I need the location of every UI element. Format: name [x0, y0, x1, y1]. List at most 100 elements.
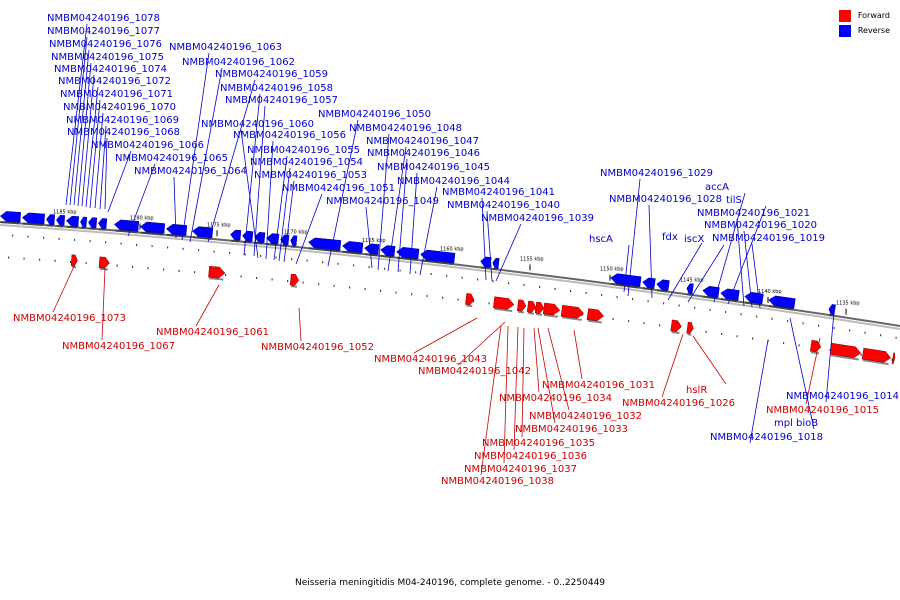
leader-line [77, 62, 92, 207]
leader-line [503, 325, 509, 464]
reverse-gene-group [768, 295, 796, 311]
gene-shadow [720, 298, 737, 303]
reverse-gene-arrow [768, 295, 796, 309]
reverse-gene-arrow [56, 214, 66, 226]
gene-shadow [543, 314, 559, 318]
leader-line [94, 112, 104, 209]
minor-tick-mark [802, 322, 804, 325]
reverse-gene-arrow [140, 221, 166, 234]
reverse-gene-arrow [364, 243, 380, 255]
minor-tick-mark [488, 302, 490, 305]
minor-tick-mark [225, 274, 227, 277]
leader-line [413, 317, 478, 354]
forward-gene-label: NMBM04240196_1061 [156, 327, 269, 338]
minor-tick-mark [271, 278, 273, 281]
gene-shadow [480, 266, 490, 270]
leader-line [69, 36, 88, 206]
gene-shadow [80, 226, 86, 230]
minor-tick-mark [829, 349, 831, 352]
minor-tick-mark [182, 247, 184, 250]
tick-label: 1155 kbp [520, 256, 544, 262]
gene-shadow [0, 221, 20, 225]
reverse-gene-label: NMBM04240196_1041 [442, 187, 555, 198]
reverse-gene-arrow [656, 279, 670, 291]
leader-line [480, 325, 502, 476]
reverse-gene-group [686, 283, 694, 296]
forward-gene-label: hslR [686, 385, 707, 396]
leader-line [85, 86, 99, 208]
reverse-gene-group [420, 249, 456, 266]
minor-tick-mark [151, 245, 153, 248]
minor-tick-mark [601, 294, 603, 297]
gene-shadow [266, 243, 278, 247]
leader-line [101, 267, 106, 341]
minor-tick-mark [461, 276, 463, 279]
reverse-gene-arrow [744, 292, 764, 305]
reverse-gene-arrow [492, 257, 500, 269]
reverse-gene-label: NMBM04240196_1029 [600, 168, 713, 179]
forward-gene-group [891, 352, 896, 365]
forward-gene-arrow [526, 300, 537, 313]
leader-line [521, 327, 525, 438]
leader-line [283, 180, 295, 263]
reverse-gene-arrow [266, 233, 280, 245]
gene-shadow [492, 267, 498, 271]
reverse-gene-group [364, 243, 380, 257]
leader-line [278, 167, 291, 262]
forward-gene-label: NMBM04240196_1032 [529, 411, 642, 422]
reverse-gene-label: NMBM04240196_1039 [481, 213, 594, 224]
forward-gene-group [686, 321, 694, 336]
gene-shadow [66, 225, 78, 229]
tick-label: 1140 kbp [758, 289, 782, 295]
minor-tick-mark [256, 276, 258, 279]
minor-tick-mark [643, 322, 645, 325]
reverse-gene-group [290, 235, 298, 248]
gene-shadow [466, 304, 473, 308]
gene-shadow [88, 227, 96, 230]
minor-tick-mark [539, 286, 541, 289]
reverse-gene-arrow [280, 234, 290, 246]
gene-shadow [22, 222, 44, 226]
gene-shadow [56, 225, 64, 228]
gene-shadow [396, 256, 417, 261]
leader-line [457, 321, 506, 366]
minor-tick-mark [771, 317, 773, 320]
minor-tick-mark [260, 254, 262, 257]
reverse-gene-label: NMBM04240196_1072 [58, 76, 171, 87]
reverse-gene-group [342, 241, 364, 255]
forward-gene-arrow [289, 273, 299, 286]
minor-tick-mark [74, 238, 76, 241]
leader-line [298, 307, 302, 342]
reverse-gene-label: NMBM04240196_1062 [182, 57, 295, 68]
leader-line [736, 218, 745, 307]
reverse-gene-group [0, 211, 21, 225]
reverse-gene-group [242, 230, 254, 244]
tick-label: 1135 kbp [836, 301, 860, 307]
reverse-gene-label: mpl bioB [774, 418, 818, 429]
reverse-gene-label: NMBM04240196_1060 [201, 119, 314, 130]
reverse-gene-arrow [46, 214, 56, 226]
reverse-gene-arrow [308, 237, 342, 251]
minor-tick-mark [85, 262, 87, 265]
leader-line [667, 242, 703, 301]
reverse-gene-group [80, 216, 88, 230]
reverse-gene-arrow [254, 232, 266, 244]
leader-line [687, 244, 725, 303]
minor-tick-mark [415, 271, 417, 274]
minor-tick-mark [163, 268, 165, 271]
forward-gene-group [516, 299, 527, 314]
minor-tick-mark [880, 334, 882, 337]
leader-line [825, 311, 835, 403]
reverse-gene-label: NMBM04240196_1020 [704, 220, 817, 231]
tick-label: 1150 kbp [600, 267, 624, 273]
minor-tick-mark [198, 249, 200, 252]
reverse-gene-arrow [702, 286, 720, 298]
gene-shadow [702, 295, 717, 300]
minor-tick-mark [477, 278, 479, 281]
tick-label: 1145 kbp [680, 278, 704, 284]
gene-shadow [744, 301, 761, 306]
tick-label: 1185 kbp [53, 209, 77, 215]
genome-caption: Neisseria meningitidis M04-240196, compl… [294, 578, 606, 588]
forward-gene-label: NMBM04240196_1073 [13, 313, 126, 324]
forward-gene-group [465, 293, 475, 308]
